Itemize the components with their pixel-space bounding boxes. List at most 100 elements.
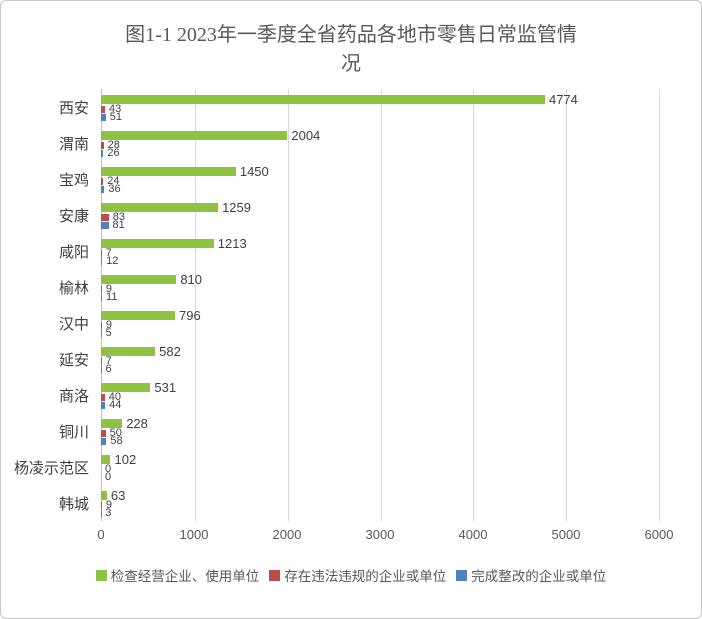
bar-line: 1259	[101, 201, 659, 214]
category-label: 汉中	[58, 316, 89, 333]
bar-rectified	[101, 437, 107, 445]
bar-row: 咸阳 1213 7 12	[9, 233, 693, 269]
bar-value-label: 83	[112, 211, 125, 223]
bar-value-label: 582	[159, 343, 181, 359]
gridline	[380, 89, 382, 521]
legend-item: 存在违法违规的企业或单位	[269, 565, 446, 585]
x-axis-tick-label: 6000	[644, 527, 674, 542]
bar-inspected	[101, 130, 288, 140]
bar-inspected	[101, 202, 219, 212]
bar-violations	[101, 357, 102, 365]
bar-row: 汉中 796 9 5	[9, 305, 693, 341]
bar-line: 2004	[101, 127, 659, 143]
bar-rectified	[101, 365, 102, 373]
bar-line: 43	[101, 104, 659, 115]
legend-item: 完成整改的企业或单位	[456, 565, 606, 585]
bar-inspected	[101, 490, 107, 500]
bar-line: 26	[101, 147, 659, 159]
chart-title-line1: 图1-1 2023年一季度全省药品各地市零售日常监管情	[125, 24, 577, 46]
bar-violations	[101, 249, 102, 257]
bar-line: 1450	[101, 165, 659, 178]
bar-line: 6	[101, 363, 659, 375]
bar-rectified	[101, 293, 103, 301]
x-axis: 0 1000 2000 3000 4000 5000 6000	[97, 525, 673, 547]
legend-label: 检查经营企业、使用单位	[110, 569, 260, 584]
bar-violations	[101, 501, 102, 509]
bar-violations	[101, 213, 109, 221]
bar-line: 81	[101, 220, 659, 231]
category-label: 渭南	[58, 136, 89, 153]
bar-row: 延安 582 7 6	[9, 341, 693, 377]
bar-line: 58	[101, 436, 659, 447]
bar-value-label: 26	[107, 147, 120, 159]
bar-line: 9	[101, 499, 659, 511]
bar-rectified	[101, 221, 109, 229]
bar-value-label: 5	[105, 327, 112, 339]
bar-violations	[101, 321, 102, 329]
bar-line: 9	[101, 319, 659, 331]
chart-title: 图1-1 2023年一季度全省药品各地市零售日常监管情况	[51, 21, 651, 79]
legend: 检查经营企业、使用单位 存在违法违规的企业或单位 完成整改的企业或单位	[1, 565, 701, 585]
bar-group: 796 9 5	[101, 307, 659, 339]
bar-line: 810	[101, 273, 659, 286]
category-label: 宝鸡	[58, 172, 89, 189]
category-label: 韩城	[58, 496, 89, 513]
bar-line: 796	[101, 307, 659, 323]
bar-group: 63 9 3	[101, 487, 659, 519]
bar-inspected	[101, 94, 545, 104]
legend-swatch-icon	[456, 569, 468, 581]
bar-value-label: 63	[110, 487, 126, 503]
bar-line: 44	[101, 400, 659, 411]
bar-row: 杨凌示范区 102 0 0	[9, 449, 693, 485]
bar-value-label: 9	[105, 319, 112, 331]
bar-inspected	[101, 274, 177, 284]
bar-rectified	[101, 185, 105, 193]
bar-inspected	[101, 418, 123, 428]
bar-line: 63	[101, 487, 659, 503]
legend-label: 存在违法违规的企业或单位	[284, 569, 447, 584]
bar-value-label: 7	[105, 247, 112, 259]
bar-value-label: 796	[179, 307, 201, 323]
category-label: 商洛	[58, 388, 89, 405]
bar-group: 1450 24 36	[101, 165, 659, 195]
bar-inspected	[101, 310, 176, 320]
gridline	[659, 89, 660, 521]
x-axis-tick-label: 5000	[551, 527, 581, 542]
bar-value-label: 12	[106, 255, 119, 267]
bar-violations	[101, 429, 106, 437]
bar-value-label: 0	[105, 463, 112, 475]
bar-rows: 西安 4774 43 51 渭南 2004 28 26 宝鸡 1450 24 36 安康 1259 83 81…	[9, 89, 693, 521]
gridline	[473, 89, 475, 521]
bar-row: 宝鸡 1450 24 36	[9, 161, 693, 197]
legend-item: 检查经营企业、使用单位	[95, 565, 260, 585]
bar-violations	[101, 105, 105, 113]
category-label: 西安	[58, 100, 89, 117]
bar-group: 102 0 0	[101, 451, 659, 483]
bar-line: 531	[101, 381, 659, 394]
bar-value-label: 50	[109, 427, 122, 439]
bar-group: 1213 7 12	[101, 237, 659, 267]
bar-value-label: 9	[105, 499, 112, 511]
category-label: 咸阳	[58, 244, 89, 261]
bar-rectified	[101, 257, 103, 265]
bar-line: 0	[101, 463, 659, 475]
bar-value-label: 102	[114, 451, 137, 467]
bar-chart: 西安 4774 43 51 渭南 2004 28 26 宝鸡 1450 24 36 安康 1259 83 81…	[9, 89, 693, 547]
gridline	[194, 89, 196, 521]
bar-line: 12	[101, 255, 659, 267]
bar-inspected	[101, 238, 214, 248]
bar-value-label: 6	[105, 363, 112, 375]
bar-value-label: 0	[105, 471, 112, 483]
bar-group: 228 50 58	[101, 417, 659, 447]
bar-line: 3	[101, 508, 659, 519]
bar-line: 0	[101, 471, 659, 483]
bar-line: 36	[101, 184, 659, 195]
bar-group: 531 40 44	[101, 381, 659, 411]
bar-violations	[101, 393, 105, 401]
bar-line: 83	[101, 211, 659, 223]
bar-group: 4774 43 51	[101, 93, 659, 123]
bar-group: 2004 28 26	[101, 127, 659, 159]
category-label: 安康	[58, 208, 89, 225]
bar-value-label: 2004	[291, 127, 321, 143]
